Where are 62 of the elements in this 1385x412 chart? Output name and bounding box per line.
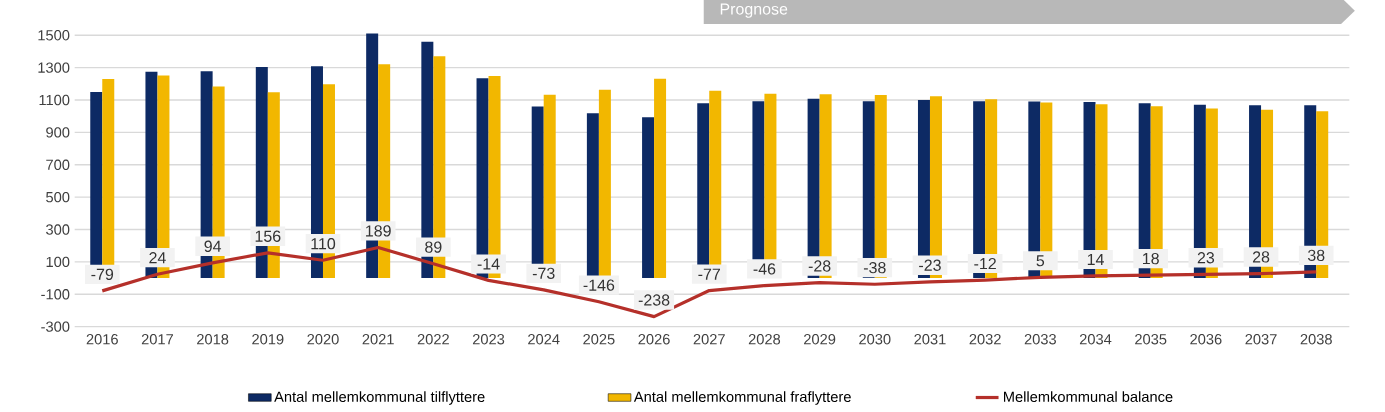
data-label: 94 [204,240,222,252]
y-tick-label: -300 [41,321,70,332]
data-label: -12 [974,257,996,270]
x-tick-label: 2017 [141,334,174,345]
text: Prognose [720,3,788,18]
bar [642,117,655,279]
x-tick-label: 2027 [693,334,725,345]
data-label: 89 [425,241,442,253]
x-tick-label: 2023 [472,334,505,345]
x-tick-label: 2020 [307,334,339,345]
x-tick-label: 2022 [417,334,449,345]
x-tick-label: 2028 [748,334,781,345]
y-tick-label: 300 [46,224,70,235]
x-tick-label: 2033 [1024,334,1056,345]
data-label: 18 [1143,252,1159,265]
data-label: 24 [149,252,166,264]
data-label: -77 [698,268,720,280]
data-label: -238 [638,294,670,306]
x-tick-label: 2032 [969,334,1001,345]
x-tick-label: 2024 [528,334,560,345]
data-label: -14 [477,258,500,270]
x-tick-label: 2026 [638,334,670,345]
data-label: -73 [532,267,555,279]
legend-label: Antal mellemkommunal tilflyttere [274,391,485,405]
y-tick-label: 900 [46,127,70,138]
data-label: 23 [1197,252,1215,264]
data-label: 110 [311,238,336,250]
data-label: 156 [255,230,281,242]
y-tick-label: 100 [46,256,70,268]
data-label: -146 [583,279,615,291]
legend-label: Mellemkommunal balance [1004,391,1173,402]
x-tick-label: 2034 [1079,334,1112,345]
data-label: 14 [1087,253,1104,265]
y-tick-label: -100 [41,289,70,300]
y-tick-label: 700 [46,159,70,170]
x-tick-label: 2030 [859,334,891,345]
data-label: 38 [1307,249,1325,261]
data-label: -79 [91,268,114,280]
x-tick-label: 2021 [362,334,394,345]
x-tick-label: 2016 [86,334,118,345]
y-tick-label: 1100 [39,94,70,106]
y-tick-label: 1500 [38,30,70,41]
x-tick-label: 2019 [252,334,284,345]
legend-label: Antal mellemkommunal fraflyttere [633,391,851,405]
x-tick-label: 2036 [1190,334,1222,345]
x-tick-label: 2035 [1135,334,1167,345]
data-label: 5 [1036,255,1045,267]
data-label: 28 [1252,251,1270,263]
x-tick-label: 2038 [1300,334,1332,345]
data-label: -23 [919,259,941,271]
x-tick-label: 2029 [804,334,836,345]
data-label: -38 [863,261,886,274]
x-tick-label: 2037 [1245,334,1277,345]
data-label: -46 [753,263,776,275]
y-tick-label: 1300 [38,62,70,73]
data-label: 189 [366,225,391,237]
x-tick-label: 2031 [914,334,946,345]
x-tick-label: 2025 [583,334,615,345]
x-tick-label: 2018 [197,334,229,345]
bar [654,78,667,279]
y-tick-label: 500 [46,191,70,203]
data-label: -28 [808,260,831,272]
